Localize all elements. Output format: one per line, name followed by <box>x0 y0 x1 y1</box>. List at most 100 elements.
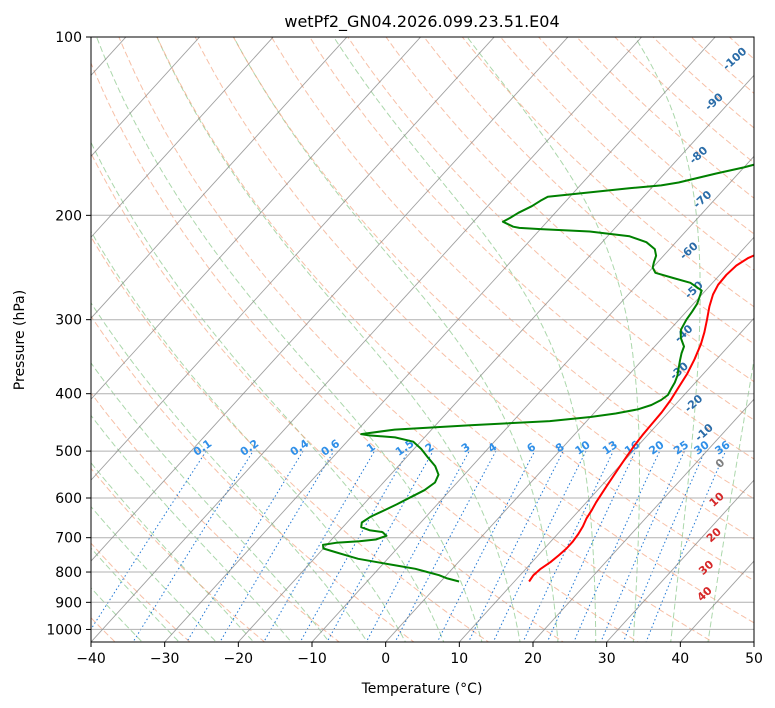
dry-adiabat-label: -10 <box>692 421 716 444</box>
dry-adiabat-line <box>753 24 775 654</box>
isotherm-line <box>532 398 754 642</box>
dry-adiabat-line <box>690 37 754 94</box>
mixing-ratio-label: 0.1 <box>191 437 214 459</box>
mixing-ratio-line <box>467 450 564 642</box>
mixing-ratio-label: 0.4 <box>288 437 312 459</box>
mixing-ratio-label: 1 <box>364 440 378 455</box>
x-tick-label: 20 <box>524 651 542 667</box>
moist-adiabats <box>91 37 754 642</box>
dry-adiabat-label: -80 <box>687 144 711 167</box>
moist-adiabat-line <box>91 547 180 642</box>
y-axis-label: Pressure (hPa) <box>12 290 28 390</box>
mixing-ratio-line <box>492 450 587 642</box>
dry-adiabat-line <box>91 392 341 642</box>
moist-adiabat-line <box>91 587 143 642</box>
dewpoint-profile-line <box>322 163 754 583</box>
y-tick-label: 100 <box>55 30 82 46</box>
dry-adiabat-label: -20 <box>682 392 706 415</box>
isotherm-line <box>91 37 201 157</box>
y-tick-label: 300 <box>55 313 82 329</box>
moist-adiabat-line <box>707 356 754 642</box>
mixing-ratio-label: 0.6 <box>319 437 343 459</box>
y-tick-label: 900 <box>55 595 82 611</box>
plot-area: 0.1 0.2 0.4 0.6 1 1.5 2 3 4 6 8 10 13 16 20 25 30 36 -100… <box>0 24 775 654</box>
mixing-ratio-label: 13 <box>600 438 620 457</box>
x-tick-label: 30 <box>598 651 616 667</box>
x-tick-label: −40 <box>76 651 106 667</box>
mixing-ratio-label: 6 <box>525 440 539 455</box>
mixing-ratio-label: 25 <box>671 438 691 457</box>
dry-adiabat-line <box>576 37 754 199</box>
mixing-ratio-label: 3 <box>459 440 473 455</box>
dry-adiabat-line <box>91 467 266 642</box>
dry-adiabat-label: 10 <box>707 490 727 510</box>
dry-adiabat-line <box>91 235 490 642</box>
dry-adiabat-line <box>194 37 754 582</box>
x-tick-label: 50 <box>745 651 763 667</box>
moist-adiabat-line <box>91 505 217 642</box>
dry-adiabat-label: 40 <box>695 584 715 604</box>
isotherm-line <box>458 317 754 642</box>
moist-adiabat-line <box>634 37 701 642</box>
moist-adiabat-line <box>156 37 521 642</box>
mixing-ratio-labels: 0.1 0.2 0.4 0.6 1 1.5 2 3 4 6 8 10 13 16 20 25 30 36 <box>191 437 733 459</box>
isotherm-line <box>91 37 569 562</box>
dry-adiabat-line <box>461 37 754 308</box>
dry-adiabat-label: -100 <box>720 45 749 73</box>
dry-adiabat-line <box>728 37 754 60</box>
dry-adiabat-label: -70 <box>691 188 715 211</box>
pressure-grid <box>91 37 754 630</box>
y-tick-label: 700 <box>55 531 82 547</box>
mixing-ratio-line <box>546 450 636 642</box>
x-axis: −40 −30 −20 −10 0 10 20 30 40 50 <box>76 642 763 667</box>
x-tick-label: −20 <box>224 651 254 667</box>
dry-adiabat-label: -60 <box>677 239 701 262</box>
isotherm-line <box>0 24 64 654</box>
isotherm-line <box>164 37 716 642</box>
dry-adiabat-line <box>385 37 754 383</box>
x-tick-label: −10 <box>297 651 327 667</box>
mixing-ratio-label: 0.2 <box>238 437 261 459</box>
dry-adiabat-line <box>91 152 565 642</box>
mixing-ratio-label: 10 <box>573 438 593 458</box>
moist-adiabat-line <box>233 37 559 642</box>
moist-adiabat-line <box>466 37 640 642</box>
dry-adiabat-label: 30 <box>696 558 716 578</box>
isotherm-line <box>91 37 643 642</box>
x-tick-label: −30 <box>150 651 180 667</box>
y-tick-label: 400 <box>55 387 82 403</box>
dry-adiabat-label: 20 <box>704 525 724 545</box>
isotherm-line <box>311 155 754 642</box>
y-tick-label: 600 <box>55 491 82 507</box>
dry-adiabat-line <box>614 37 754 164</box>
moist-adiabat-line <box>91 302 368 642</box>
sounding-profiles <box>322 163 754 583</box>
temperature-profile-line <box>528 254 754 583</box>
y-tick-label: 200 <box>55 208 82 224</box>
isotherm-line <box>91 37 348 319</box>
mixing-ratio-label: 20 <box>646 438 666 458</box>
x-axis-label: Temperature (°C) <box>361 681 483 697</box>
dry-adiabat-line <box>309 37 754 460</box>
isotherm-line <box>91 37 422 400</box>
dry-adiabat-line <box>347 37 754 421</box>
dry-adiabat-line <box>91 315 415 642</box>
x-tick-label: 0 <box>381 651 390 667</box>
mixing-ratio-label: 8 <box>553 440 567 455</box>
y-tick-label: 500 <box>55 444 82 460</box>
y-axis: 100 200 300 400 500 600 700 800 900 1000 <box>46 30 91 638</box>
isotherm-line <box>606 479 754 642</box>
dry-adiabat-line <box>91 61 639 642</box>
x-tick-label: 10 <box>450 651 468 667</box>
dry-adiabat-line <box>423 37 754 345</box>
isotherm-line <box>753 641 754 642</box>
isotherm-line <box>91 37 495 481</box>
mixing-ratio-line <box>622 450 706 642</box>
mixing-ratio-line <box>394 450 497 642</box>
isotherm-line <box>91 37 274 238</box>
mixing-ratio-label: 4 <box>486 440 500 455</box>
mixing-ratio-line <box>645 450 727 642</box>
moist-adiabat-line <box>91 230 407 642</box>
dry-adiabat-line <box>156 37 754 624</box>
